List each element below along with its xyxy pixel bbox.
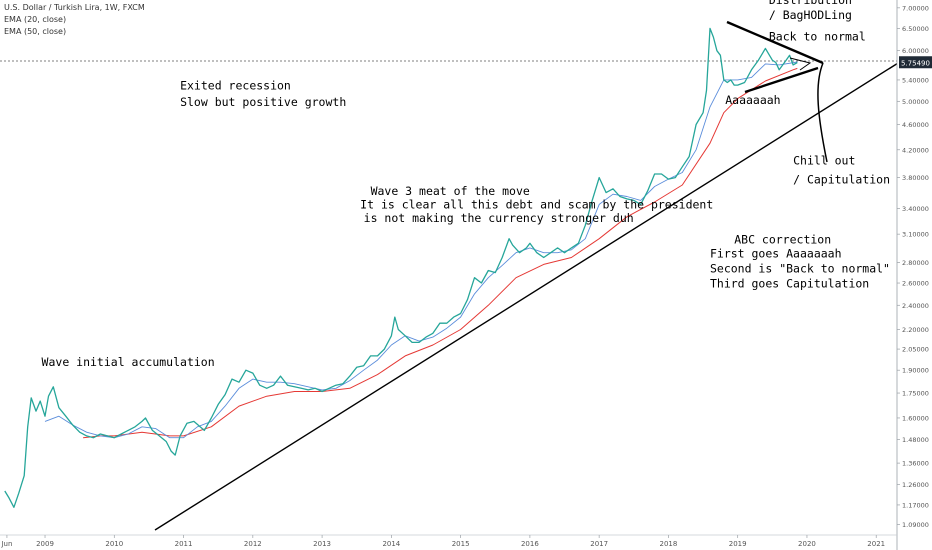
x-tick-label: 2020	[798, 540, 816, 548]
annotation-label: Wave initial accumulation	[42, 355, 215, 369]
annotation-label: Aaaaaaah	[725, 93, 780, 107]
annotation-label: Slow but positive growth	[180, 95, 346, 109]
annotation-label: Distribution	[769, 0, 852, 7]
annotation-label: Exited recession	[180, 78, 291, 92]
annotation-label: / BagHODLing	[769, 8, 852, 22]
y-tick-label: 1.26000	[902, 481, 929, 489]
price-line	[4, 27, 798, 508]
y-tick-label: 3.40000	[902, 205, 929, 213]
y-tick-label: 2.40000	[902, 302, 929, 310]
annotation-label: First goes Aaaaaaah	[710, 247, 842, 261]
y-tick-label: 3.10000	[902, 231, 929, 239]
annotation-label: / Capitulation	[793, 173, 890, 187]
annotation-label: ABC correction	[734, 232, 831, 246]
y-tick-label: 2.80000	[902, 259, 929, 267]
x-axis[interactable]: Jun 2009 2010 2011 2012 2013 2014 2015 2016 2017 2…	[0, 534, 897, 548]
y-tick-label: 4.60000	[902, 121, 929, 129]
x-tick-label: 2018	[660, 540, 678, 548]
y-axis[interactable]: 7.00000 6.50000 6.00000 5.75490 5.40000 5.000…	[896, 0, 932, 550]
y-tick-label: 1.60000	[902, 414, 929, 422]
ema20-line	[44, 61, 798, 439]
y-tick-label: 1.36000	[902, 460, 929, 468]
annotation-label: Back to normal	[769, 30, 866, 44]
x-tick-label: 2017	[590, 540, 608, 548]
x-tick-label: Jun	[0, 540, 12, 548]
y-tick-label: 5.00000	[902, 98, 929, 106]
y-tick-label: 7.00000	[902, 4, 929, 12]
y-tick-label: 2.20000	[902, 326, 929, 334]
ema50-legend[interactable]: EMA (50, close)	[4, 27, 67, 36]
support-trendline	[154, 47, 923, 531]
y-tick-label: 1.17000	[902, 501, 929, 509]
y-tick-label: 1.09000	[902, 521, 929, 529]
capitulation-curve	[817, 62, 828, 163]
y-tick-label: 1.90000	[902, 367, 929, 375]
annotation-label: Chill out	[793, 154, 855, 168]
annotation-label: Wave 3 meat of the move	[371, 184, 530, 198]
wedge-lower-line	[744, 66, 819, 94]
x-tick-label: 2011	[175, 540, 193, 548]
x-tick-label: 2019	[729, 540, 747, 548]
ema50-line	[83, 67, 798, 439]
last-price-label: 5.75490	[901, 59, 930, 67]
last-price-badge	[899, 56, 932, 69]
y-tick-label: 3.80000	[902, 174, 929, 182]
y-tick-label: 2.05000	[902, 346, 929, 354]
y-tick-label: 1.75000	[902, 390, 929, 398]
ema20-series	[44, 61, 798, 439]
y-tick-label: 5.40000	[902, 76, 929, 84]
ema50-series	[83, 67, 798, 439]
user-drawings	[154, 20, 923, 531]
x-tick-label: 2016	[521, 540, 539, 548]
x-tick-label: 2010	[105, 540, 123, 548]
y-axis-background	[897, 0, 932, 550]
symbol-title: U.S. Dollar / Turkish Lira, 1W, FXCM	[4, 3, 145, 12]
annotation-label: It is clear all this debt and scam by th…	[360, 197, 713, 211]
wedge-tip-curve	[789, 57, 812, 71]
x-tick-label: 2015	[452, 540, 470, 548]
wedge-upper-line	[726, 20, 824, 65]
y-tick-label: 4.20000	[902, 146, 929, 154]
annotations: Wave initial accumulation Exited recessio…	[42, 0, 890, 369]
annotation-label: Second is "Back to normal"	[710, 262, 890, 276]
x-tick-label: 2014	[382, 540, 400, 548]
x-tick-label: 2013	[313, 540, 331, 548]
y-tick-label: 6.00000	[902, 47, 929, 55]
ema20-legend[interactable]: EMA (20, close)	[4, 15, 67, 24]
y-tick-label: 1.48000	[902, 436, 929, 444]
x-tick-label: 2009	[36, 540, 54, 548]
y-tick-label: 2.60000	[902, 280, 929, 288]
annotation-label: is not making the currency stronger duh	[364, 211, 634, 225]
x-tick-label: 2012	[244, 540, 262, 548]
x-tick-label: 2021	[867, 540, 885, 548]
y-tick-label: 6.50000	[902, 25, 929, 33]
annotation-label: Third goes Capitulation	[710, 276, 869, 290]
price-series	[4, 27, 798, 508]
